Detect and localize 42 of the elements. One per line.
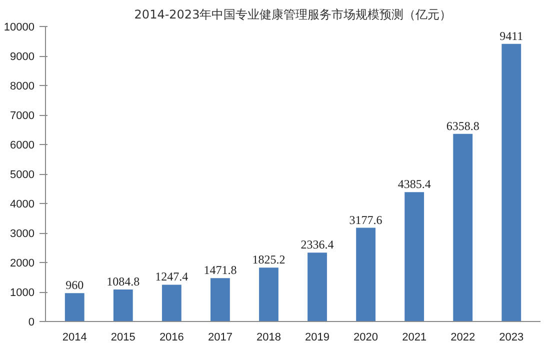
bar <box>259 268 278 322</box>
data-label: 1247.4 <box>155 270 188 284</box>
bar <box>404 192 424 322</box>
y-tick-label: 0 <box>28 316 35 328</box>
data-label: 1825.2 <box>252 252 286 267</box>
data-label: 6358.8 <box>446 118 480 133</box>
bar <box>356 228 376 322</box>
y-tick-label: 9000 <box>10 51 35 63</box>
data-label: 2336.4 <box>300 238 334 252</box>
y-tick-label: 10000 <box>4 22 35 34</box>
chart-title: 2014-2023年中国专业健康管理服务市场规模预测（亿元） <box>134 8 452 22</box>
y-tick-label: 5000 <box>10 169 35 181</box>
x-tick-label: 2018 <box>256 332 281 343</box>
y-tick-label: 2000 <box>10 258 35 270</box>
x-tick-label: 2014 <box>62 332 87 343</box>
bar <box>64 293 84 322</box>
x-tick-label: 2023 <box>499 332 524 343</box>
x-tick-label: 2017 <box>208 332 232 343</box>
y-tick-label: 3000 <box>10 228 35 240</box>
x-tick-label: 2016 <box>159 332 184 343</box>
data-label: 3177.6 <box>349 212 382 227</box>
bar <box>453 134 473 322</box>
data-label: 960 <box>66 278 84 292</box>
data-label: 4385.4 <box>398 177 431 192</box>
bar <box>308 252 327 322</box>
y-tick-label: 4000 <box>10 198 35 210</box>
bar <box>162 284 182 322</box>
data-label: 1084.8 <box>106 274 140 288</box>
bar <box>113 290 133 322</box>
y-tick-label: 6000 <box>10 140 35 152</box>
bar <box>502 44 522 322</box>
x-tick-label: 2019 <box>305 332 330 343</box>
y-tick-label: 7000 <box>10 110 35 122</box>
x-tick-label: 2022 <box>450 332 476 343</box>
y-tick-label: 1000 <box>10 287 35 299</box>
data-label: 1471.8 <box>204 263 237 278</box>
bar <box>210 278 230 322</box>
x-tick-label: 2015 <box>110 332 136 343</box>
x-tick-label: 2020 <box>354 332 378 343</box>
data-label: 9411 <box>500 28 524 43</box>
y-tick-label: 8000 <box>10 80 35 92</box>
x-tick-label: 2021 <box>402 332 427 343</box>
